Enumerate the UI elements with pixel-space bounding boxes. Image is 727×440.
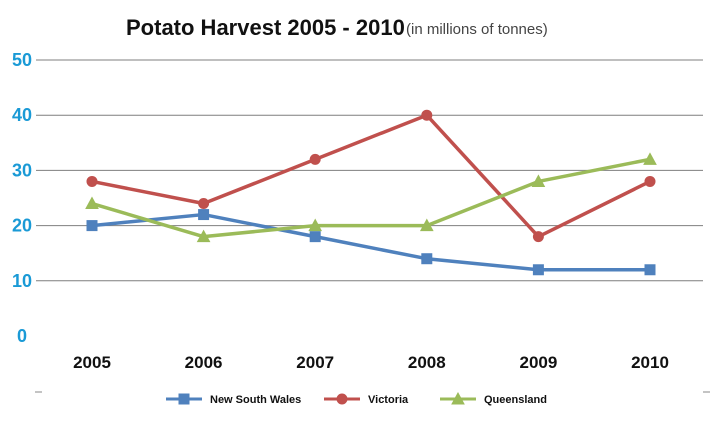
legend-item-new-south-wales: New South Wales — [166, 393, 301, 406]
x-tick-label: 2010 — [631, 353, 669, 372]
data-point-queensland — [531, 174, 546, 187]
series-victoria — [86, 109, 656, 243]
series-line-queensland — [91, 157, 651, 239]
x-tick-label: 2008 — [408, 353, 446, 372]
data-point-new-south-wales — [309, 231, 321, 243]
x-axis-ticks: 2005 2006 2007 2008 2009 2010 — [73, 353, 669, 372]
y-tick-label: 10 — [12, 271, 32, 291]
legend: New South Wales Victoria Queensland — [166, 391, 547, 406]
x-tick-label: 2005 — [73, 353, 111, 372]
chart-subtitle: (in millions of tonnes) — [406, 21, 548, 38]
data-point-queensland — [85, 196, 99, 210]
series-line-new-south-wales — [91, 212, 650, 272]
data-point-victoria — [198, 198, 210, 210]
data-point-new-south-wales — [532, 264, 544, 276]
x-tick-label: 2007 — [296, 353, 334, 372]
data-point-queensland — [308, 218, 323, 232]
y-tick-label: 0 — [17, 326, 27, 346]
data-point-victoria — [532, 231, 544, 243]
data-point-victoria — [309, 153, 321, 165]
x-tick-label: 2009 — [519, 353, 557, 372]
y-tick-label: 20 — [12, 216, 32, 236]
series-line-victoria — [91, 113, 651, 239]
legend-label: Queensland — [484, 394, 547, 406]
x-tick-label: 2006 — [185, 353, 223, 372]
data-point-queensland — [419, 218, 434, 232]
data-point-victoria — [86, 175, 98, 187]
series-lines — [85, 109, 657, 276]
series-new-south-wales — [86, 209, 656, 276]
series-queensland — [85, 152, 657, 243]
legend-item-queensland: Queensland — [440, 391, 547, 406]
chart-title: Potato Harvest 2005 - 2010 — [126, 15, 405, 40]
data-point-new-south-wales — [644, 264, 656, 276]
y-tick-label: 40 — [12, 105, 32, 125]
legend-swatch-marker — [178, 393, 190, 405]
legend-swatch-marker — [451, 391, 465, 405]
y-tick-label: 50 — [12, 50, 32, 70]
data-point-new-south-wales — [421, 253, 433, 265]
gridlines — [36, 59, 703, 282]
data-point-victoria — [421, 109, 433, 121]
legend-swatch-marker — [336, 393, 348, 405]
legend-label: New South Wales — [210, 394, 301, 406]
data-point-new-south-wales — [86, 220, 98, 232]
data-point-queensland — [643, 152, 657, 165]
data-point-victoria — [644, 175, 656, 187]
legend-label: Victoria — [368, 394, 409, 406]
data-point-new-south-wales — [198, 209, 210, 221]
data-point-queensland — [196, 229, 211, 243]
y-tick-label: 30 — [12, 160, 32, 180]
legend-item-victoria: Victoria — [324, 393, 409, 406]
y-axis-ticks: 0 10 20 30 40 50 — [12, 50, 32, 346]
